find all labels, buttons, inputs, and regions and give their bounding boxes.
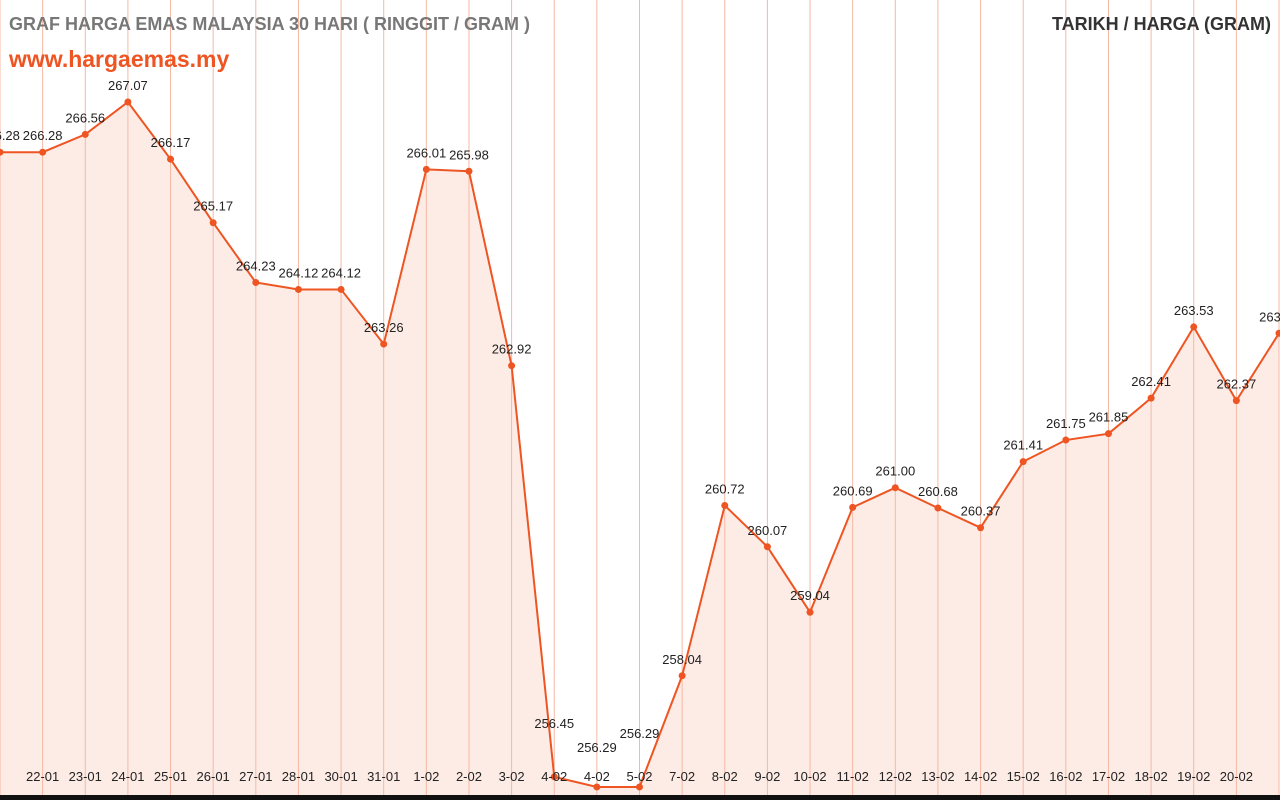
data-point <box>422 165 430 173</box>
x-tick-label: 26-01 <box>197 769 230 784</box>
data-label: 267.07 <box>108 78 148 93</box>
data-point <box>1147 394 1155 402</box>
data-point <box>508 362 516 370</box>
x-tick-label: 20-02 <box>1220 769 1253 784</box>
data-point <box>0 148 4 156</box>
x-tick-label: 19-02 <box>1177 769 1210 784</box>
x-tick-label: 7-02 <box>669 769 695 784</box>
x-tick-label: 15-02 <box>1007 769 1040 784</box>
data-label: 261.75 <box>1046 416 1086 431</box>
x-tick-label: 17-02 <box>1092 769 1125 784</box>
data-point <box>849 503 857 511</box>
data-point <box>39 148 47 156</box>
data-point <box>763 543 771 551</box>
data-label: 260.68 <box>918 484 958 499</box>
data-point <box>1019 458 1027 466</box>
data-label: 260.69 <box>833 483 873 498</box>
data-point <box>891 484 899 492</box>
legend-title: TARIKH / HARGA (GRAM) <box>1052 14 1271 34</box>
x-tick-label: 3-02 <box>499 769 525 784</box>
data-point <box>167 155 175 163</box>
data-label: 260.07 <box>748 523 788 538</box>
data-label: 259.04 <box>790 588 830 603</box>
data-point <box>1190 323 1198 331</box>
data-point <box>380 340 388 348</box>
data-point <box>721 501 729 509</box>
data-label: 264.12 <box>279 265 319 280</box>
data-label: 256.29 <box>620 726 660 741</box>
data-point <box>337 285 345 293</box>
data-point <box>294 285 302 293</box>
chart-title: GRAF HARGA EMAS MALAYSIA 30 HARI ( RINGG… <box>9 14 531 34</box>
x-tick-label: 25-01 <box>154 769 187 784</box>
data-label: 262.41 <box>1131 374 1171 389</box>
data-label: 261.00 <box>875 464 915 479</box>
site-link[interactable]: www.hargaemas.my <box>9 46 230 72</box>
bottom-bar <box>0 795 1280 800</box>
data-label: 266.56 <box>65 110 105 125</box>
data-label: 262.92 <box>492 342 532 357</box>
data-point <box>593 783 601 791</box>
data-point <box>1232 397 1240 405</box>
data-label: 256.29 <box>577 740 617 755</box>
data-label: 265.17 <box>193 199 233 214</box>
data-point <box>252 278 260 286</box>
data-label: 266.01 <box>406 145 446 160</box>
data-point <box>81 130 89 138</box>
x-tick-label: 1-02 <box>413 769 439 784</box>
data-point <box>977 524 985 532</box>
data-point <box>550 773 558 781</box>
data-point <box>678 672 686 680</box>
data-point <box>1275 329 1280 337</box>
x-tick-label: 28-01 <box>282 769 315 784</box>
x-tick-label: 30-01 <box>324 769 357 784</box>
data-label: 265.98 <box>449 147 489 162</box>
data-label: 260.72 <box>705 481 745 496</box>
x-tick-label: 4-02 <box>584 769 610 784</box>
x-tick-label: 23-01 <box>69 769 102 784</box>
x-tick-label: 11-02 <box>837 769 869 784</box>
data-label: 258.04 <box>662 652 702 667</box>
data-point <box>934 504 942 512</box>
x-tick-label: 10-02 <box>793 769 826 784</box>
data-label: 266.28 <box>0 128 20 143</box>
data-label: 263.53 <box>1174 303 1214 318</box>
data-point <box>465 167 473 175</box>
data-label: 262.37 <box>1216 377 1256 392</box>
data-label: 264.23 <box>236 258 276 273</box>
data-point <box>209 219 217 227</box>
x-tick-label: 9-02 <box>754 769 780 784</box>
data-point <box>1062 436 1070 444</box>
data-point <box>124 98 132 106</box>
data-label: 261.41 <box>1003 438 1043 453</box>
data-point <box>806 608 814 616</box>
x-tick-label: 18-02 <box>1134 769 1167 784</box>
x-tick-label: 4-02 <box>541 769 567 784</box>
data-label: 261.85 <box>1089 410 1129 425</box>
x-tick-label: 2-02 <box>456 769 482 784</box>
data-point <box>636 783 643 791</box>
data-label: 263.26 <box>364 320 404 335</box>
data-label: 263.43 <box>1259 309 1280 324</box>
x-tick-label: 24-01 <box>111 769 144 784</box>
x-tick-label: 13-02 <box>921 769 954 784</box>
data-label: 266.28 <box>23 128 63 143</box>
data-label: 264.12 <box>321 265 361 280</box>
x-tick-label: 31-01 <box>367 769 400 784</box>
x-tick-label: 5-02 <box>626 769 652 784</box>
data-point <box>1104 430 1112 438</box>
x-tick-label: 8-02 <box>712 769 738 784</box>
x-tick-label: 16-02 <box>1049 769 1082 784</box>
area-fill <box>0 102 1279 795</box>
x-tick-label: 27-01 <box>239 769 272 784</box>
x-tick-label: 12-02 <box>879 769 912 784</box>
x-tick-label: 14-02 <box>964 769 997 784</box>
data-label: 256.45 <box>534 716 574 731</box>
data-label: 266.17 <box>151 135 191 150</box>
data-label: 260.37 <box>961 504 1001 519</box>
x-tick-label: 22-01 <box>26 769 59 784</box>
